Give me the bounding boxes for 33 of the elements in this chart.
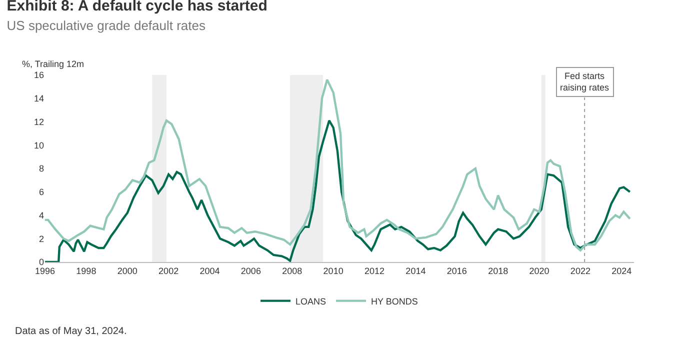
x-tick-label: 2006: [240, 266, 261, 276]
line-series: [45, 119, 631, 262]
y-tick-label: 12: [34, 116, 44, 127]
x-tick-label: 1996: [34, 266, 56, 276]
x-tick-label: 2000: [117, 266, 138, 276]
y-tick-label: 16: [34, 70, 44, 80]
y-tick-label: 14: [34, 94, 44, 104]
line-series: [45, 78, 631, 252]
x-tick-label: 2008: [282, 266, 302, 276]
y-tick-label: 10: [34, 140, 44, 150]
x-tick-label: 2018: [488, 266, 508, 276]
legend-label: HY BONDS: [371, 296, 418, 306]
y-tick-label: 0: [38, 257, 44, 268]
chart-title: Exhibit 8: A default cycle has started: [6, 0, 268, 14]
x-tick-label: 2022: [570, 266, 590, 276]
text: Data as of May 31, 2024.: [15, 326, 127, 337]
y-tick-label: 6: [38, 187, 44, 198]
x-tick-label: 2010: [323, 266, 344, 276]
y-tick-label: 2: [38, 234, 44, 244]
x-tick-label: 2004: [200, 266, 220, 276]
y-tick-label: 8: [38, 164, 44, 174]
ref-line-label: Fed starts raising rates: [560, 71, 610, 93]
y-tick-label: 4: [38, 210, 44, 220]
x-tick-label: 2024: [612, 266, 632, 276]
legend-label: LOANS: [296, 296, 326, 306]
x-tick-label: 2014: [406, 266, 426, 276]
y-axis-title: %, Trailing 12m: [22, 59, 84, 69]
x-tick-label: 2016: [446, 266, 467, 276]
x-tick-label: 2020: [529, 266, 550, 276]
chart-subtitle: US speculative grade default rates: [6, 18, 206, 33]
x-tick-label: 2002: [158, 266, 179, 276]
x-tick-label: 1998: [76, 266, 96, 276]
x-tick-label: 2012: [364, 266, 385, 276]
